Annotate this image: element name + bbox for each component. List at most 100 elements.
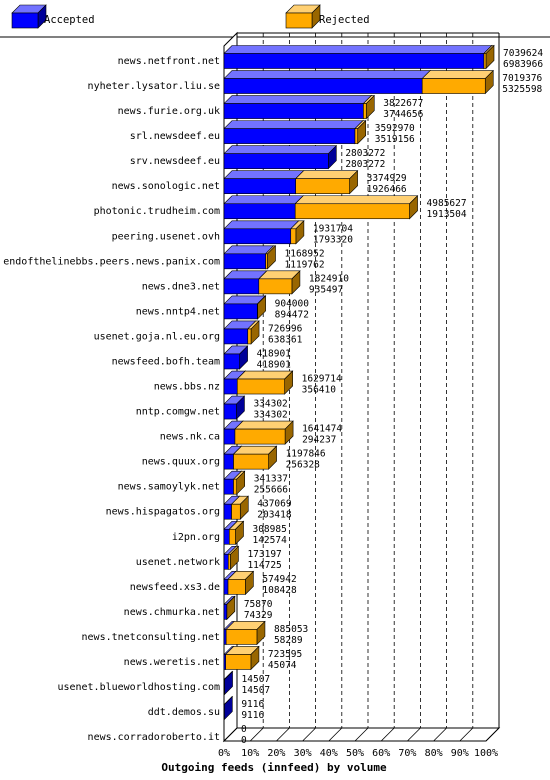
accepted-value-label: 14507 [242, 685, 271, 696]
category-label: news.bbs.nz [154, 382, 220, 393]
category-label: peering.usenet.ovh [112, 231, 220, 242]
bar-rejected [258, 270, 301, 295]
bar-accepted [223, 119, 364, 145]
total-label: 885053 [274, 624, 308, 635]
bar-accepted [223, 345, 249, 370]
total-label: 418901 [257, 348, 292, 359]
x-tick-label: 50% [346, 748, 364, 759]
tick-mark [223, 727, 238, 742]
bar-rejected [421, 69, 494, 95]
x-tick-label: 30% [294, 748, 312, 759]
total-label: 723595 [268, 649, 302, 660]
total-label: 1629714 [302, 374, 342, 385]
x-tick-label: 100% [474, 748, 498, 759]
total-label: 7019376 [502, 73, 542, 84]
accepted-value-label: 3519156 [375, 134, 415, 145]
category-label: i2pn.org [172, 532, 220, 543]
total-label: 2803272 [345, 148, 385, 159]
tick-mark [380, 727, 395, 742]
total-label: 75870 [244, 599, 273, 610]
category-label: srv.newsdeef.eu [130, 156, 220, 167]
bar-accepted [223, 695, 234, 721]
total-label: 1641474 [302, 424, 342, 435]
tick-mark [276, 727, 290, 742]
legend-rejected-label: Rejected [319, 14, 370, 26]
bar-rejected [256, 295, 267, 320]
bar-rejected [232, 445, 278, 470]
accepted-value-label: 1913504 [427, 209, 467, 220]
accepted-value-label: 74329 [244, 610, 273, 621]
total-label: 341337 [254, 474, 288, 485]
total-label: 334302 [253, 399, 287, 410]
legend-accepted-label: Accepted [44, 14, 95, 26]
bar-rejected [230, 495, 249, 520]
category-label: news.netfront.net [118, 56, 220, 67]
accepted-value-label: 256328 [286, 460, 321, 471]
bar-accepted [223, 395, 246, 420]
tick-mark [459, 727, 474, 742]
category-label: srl.newsdeef.eu [130, 131, 220, 142]
category-label: news.tnetconsulting.net [82, 632, 220, 643]
x-tick-label: 80% [425, 748, 443, 759]
bar-accepted [223, 670, 234, 696]
category-label: news.dne3.net [142, 281, 220, 292]
total-label: 173197 [247, 549, 281, 560]
bar-rejected [234, 420, 294, 445]
accepted-value-label: 894472 [275, 309, 309, 320]
bar-rejected [294, 169, 359, 195]
total-label: 1824910 [309, 273, 349, 284]
total-label: 3592970 [375, 123, 415, 134]
category-label: nyheter.lysator.liu.se [88, 81, 220, 92]
bar-rejected [354, 119, 367, 145]
x-tick-label: 90% [451, 748, 469, 759]
category-label: news.corradoroberto.it [88, 732, 220, 743]
total-label: 726996 [268, 323, 303, 334]
bar-rejected [294, 195, 419, 220]
category-label: usenet.blueworldhosting.com [57, 682, 220, 693]
total-label: 308985 [252, 524, 286, 535]
accepted-value-label: 108428 [262, 585, 297, 596]
category-label: usenet.goja.nl.eu.org [94, 331, 220, 342]
category-label: news.weretis.net [124, 657, 220, 668]
category-label: news.nntp4.net [136, 306, 220, 317]
x-tick-label: 40% [320, 748, 338, 759]
x-tick-label: 20% [267, 748, 285, 759]
bar-accepted [223, 44, 493, 70]
category-label: ddt.demos.su [148, 707, 220, 718]
accepted-value-label: 356410 [302, 385, 337, 396]
accepted-value-label: 6983966 [503, 59, 543, 70]
accepted-value-label: 114725 [247, 560, 281, 571]
legend-rejected-swatch [285, 4, 321, 29]
tick-mark [302, 727, 316, 742]
x-tick-label: 0% [218, 748, 230, 759]
category-label: newsfeed.xs3.de [130, 582, 220, 593]
accepted-value-label: 5325598 [502, 84, 542, 95]
total-label: 4985627 [427, 198, 467, 209]
legend-accepted-swatch [11, 4, 47, 29]
accepted-value-label: 58289 [274, 635, 303, 646]
bar-rejected [224, 645, 260, 671]
accepted-value-label: 1926466 [367, 184, 407, 195]
bar-rejected [483, 44, 495, 70]
bar-accepted [223, 94, 373, 120]
tick-mark [433, 727, 447, 742]
tick-mark [354, 727, 369, 742]
category-label: news.sonologic.net [112, 181, 220, 192]
plot-area: 0% 10% 20% 30% 40% 50% 60% 70% 80% 90% 100% news.ne… [3, 31, 543, 759]
category-label: news.chmurka.net [124, 607, 220, 618]
x-tick-label: 60% [372, 748, 390, 759]
accepted-value-label: 142574 [252, 535, 287, 546]
total-label: 3374929 [367, 173, 407, 184]
total-label: 1168952 [285, 248, 325, 259]
bar-rejected [228, 520, 245, 545]
accepted-value-label: 2803272 [345, 159, 385, 170]
total-label: 1931704 [313, 223, 353, 234]
legend: Accepted Rejected [11, 4, 370, 29]
category-label: nntp.comgw.net [136, 407, 220, 418]
bar-rejected [236, 370, 294, 395]
accepted-value-label: 203418 [257, 510, 292, 521]
accepted-value-label: 255666 [254, 485, 289, 496]
category-label: photonic.trudheim.com [94, 206, 220, 217]
category-label: endofthelinebbs.peers.news.panix.com [3, 256, 220, 267]
